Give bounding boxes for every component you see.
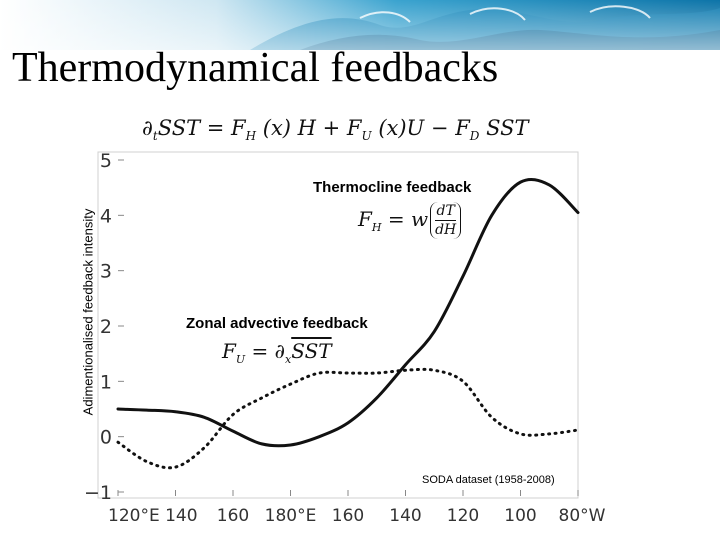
equation-fd-sub: D bbox=[469, 129, 480, 143]
equation-mid1: (x) H + F bbox=[256, 116, 362, 140]
thermocline-formula-sub: H bbox=[371, 221, 382, 234]
x-ticks: 120°E 140 160 180°E 160 140 120 100 80°W bbox=[108, 490, 606, 526]
y-tick-label: 0 bbox=[100, 427, 112, 449]
thermocline-feedback-label: Thermocline feedback bbox=[313, 179, 472, 196]
zonal-formula: FU = ∂xSST bbox=[222, 339, 332, 366]
wave-banner-image bbox=[0, 0, 720, 50]
thermocline-formula-eq: = w bbox=[381, 207, 429, 231]
x-tick-label: 80°W bbox=[559, 506, 606, 526]
equation-lhs-sub: t bbox=[152, 129, 158, 143]
x-tick-label: 160 bbox=[332, 506, 364, 526]
x-tick-label: 140 bbox=[389, 506, 421, 526]
thermocline-formula: FH = w dT dH bbox=[358, 202, 462, 239]
equation-tail: SST bbox=[479, 116, 529, 140]
equation-fu-sub: U bbox=[361, 129, 372, 143]
zonal-formula-sub: U bbox=[235, 353, 246, 366]
equation-lhs: ∂ bbox=[142, 116, 153, 140]
y-tick-label: 2 bbox=[100, 316, 112, 338]
sst-equation: ∂tSST = FH (x) H + FU (x)U − FD SST bbox=[142, 116, 528, 143]
dataset-note: SODA dataset (1958-2008) bbox=[422, 474, 555, 486]
equation-fh-sub: H bbox=[245, 129, 257, 143]
x-tick-label: 180°E bbox=[265, 506, 317, 526]
y-tick-label: 1 bbox=[100, 371, 112, 393]
x-tick-label: 100 bbox=[504, 506, 536, 526]
thermocline-formula-lhs: F bbox=[358, 207, 372, 231]
zonal-formula-lhs: F bbox=[222, 339, 236, 363]
x-tick-label: 120°E 140 bbox=[108, 506, 198, 526]
equation-mid2: (x)U − F bbox=[371, 116, 470, 140]
zonal-advective-series-line bbox=[116, 367, 580, 470]
slide-title: Thermodynamical feedbacks bbox=[12, 45, 499, 91]
plot-area bbox=[97, 151, 579, 499]
wave-banner bbox=[0, 0, 720, 50]
y-tick-label: 3 bbox=[100, 261, 112, 283]
series-lines bbox=[116, 177, 580, 470]
equation-main: SST = F bbox=[157, 116, 246, 140]
x-tick-label: 120 bbox=[447, 506, 479, 526]
fraction-denominator: dH bbox=[435, 222, 457, 238]
zonal-formula-eq: = ∂ bbox=[245, 339, 285, 363]
zonal-formula-tail: SST bbox=[291, 339, 332, 363]
y-tick-label: 4 bbox=[100, 205, 112, 227]
y-tick-label: 5 bbox=[100, 150, 112, 172]
y-ticks: −1 0 1 2 3 4 5 bbox=[84, 150, 124, 504]
thermocline-series-line bbox=[116, 177, 580, 448]
zonal-formula-sub2: x bbox=[285, 353, 292, 366]
fraction-numerator: dT bbox=[435, 203, 457, 221]
x-tick-label: 160 bbox=[217, 506, 249, 526]
thermocline-fraction: dT dH bbox=[430, 202, 462, 239]
y-tick-label: −1 bbox=[84, 482, 112, 504]
zonal-advective-feedback-label: Zonal advective feedback bbox=[186, 315, 368, 332]
